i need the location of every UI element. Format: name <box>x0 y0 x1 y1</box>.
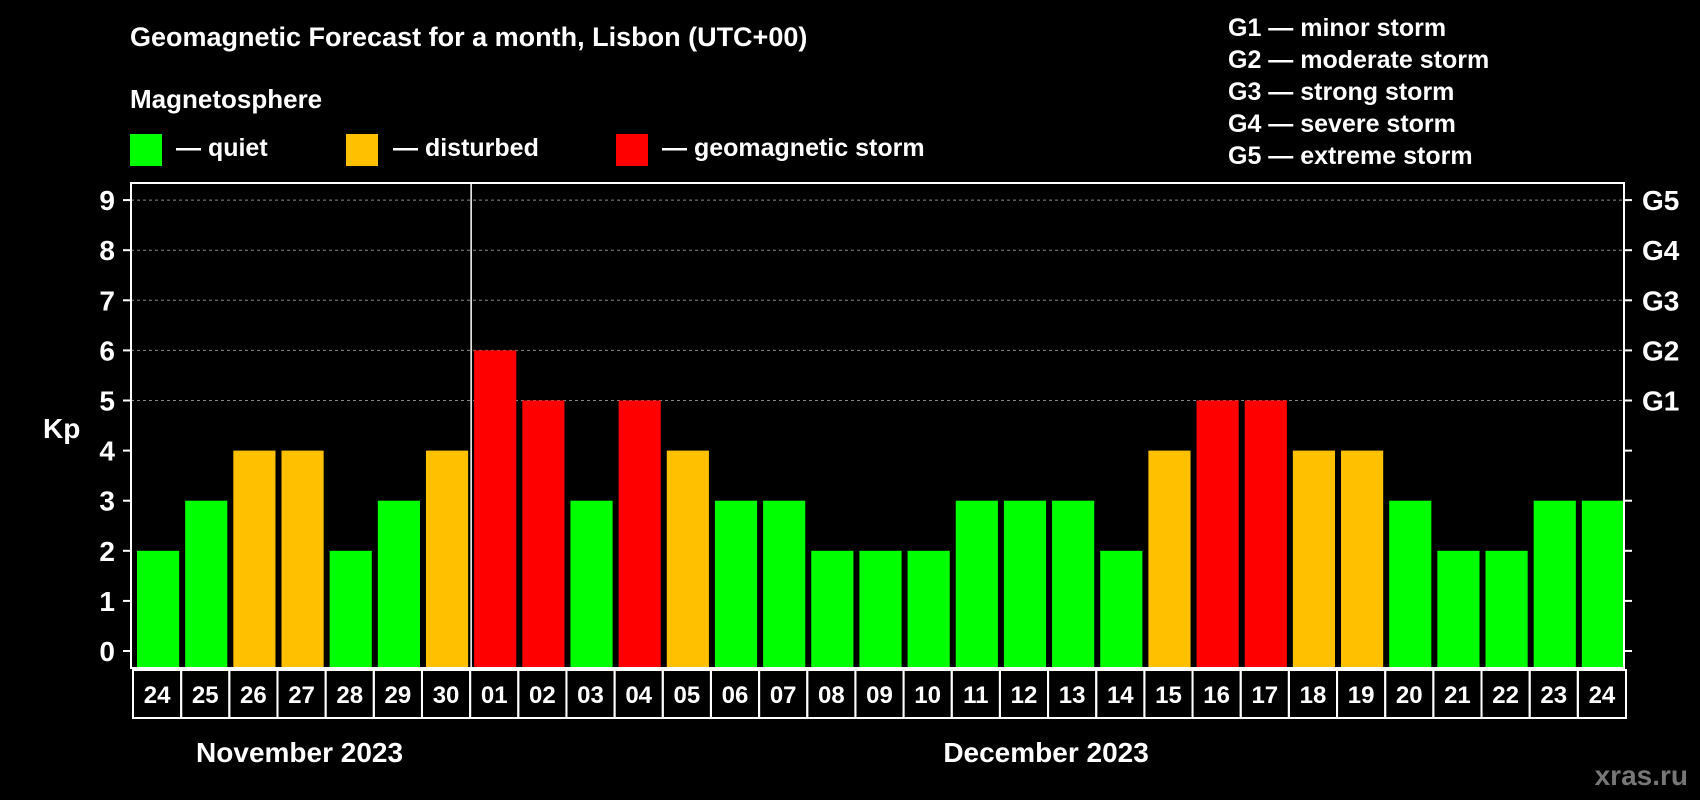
g-tick-label: G3 <box>1642 285 1679 316</box>
bar-24 <box>1292 450 1336 667</box>
bar-0 <box>137 550 180 667</box>
x-tick-label: 17 <box>1251 682 1278 709</box>
y-axis-label: Kp <box>43 413 80 444</box>
y-tick-label: 0 <box>99 636 115 667</box>
g-legend-g4: G4 — severe storm <box>1228 110 1456 138</box>
bar-18 <box>1003 500 1047 667</box>
bar-2 <box>233 450 276 667</box>
x-tick-label: 07 <box>770 682 797 709</box>
x-tick-label: 16 <box>1203 682 1230 709</box>
legend-quiet: — quiet <box>176 134 268 162</box>
y-tick-label: 6 <box>99 335 115 366</box>
x-tick-label: 19 <box>1348 682 1375 709</box>
g-tick-label: G5 <box>1642 185 1679 216</box>
bar-16 <box>907 550 950 667</box>
bar-15 <box>859 550 902 667</box>
bar-3 <box>281 450 324 667</box>
y-tick-label: 3 <box>99 486 115 517</box>
x-tick-label: 15 <box>1155 682 1182 709</box>
x-tick-label: 18 <box>1300 682 1327 709</box>
bar-14 <box>811 550 854 667</box>
watermark: xras.ru <box>1594 760 1688 791</box>
x-tick-label: 08 <box>818 682 845 709</box>
bar-6 <box>425 450 469 667</box>
x-tick-label: 26 <box>240 682 267 709</box>
y-tick-label: 8 <box>99 235 115 266</box>
x-tick-label: 03 <box>577 682 604 709</box>
x-label-box <box>1576 669 1628 719</box>
y-tick-label: 5 <box>99 386 115 417</box>
x-tick-label: 30 <box>433 682 460 709</box>
bar-22 <box>1196 400 1239 667</box>
x-tick-label: 09 <box>866 682 893 709</box>
bar-11 <box>666 450 709 667</box>
bar-7 <box>474 350 517 667</box>
y-tick-label: 9 <box>99 185 115 216</box>
x-tick-label: 25 <box>192 682 219 709</box>
bar-4 <box>329 550 372 667</box>
bar-26 <box>1389 500 1432 667</box>
month-label: November 2023 <box>196 737 403 768</box>
x-tick-label: 06 <box>722 682 749 709</box>
x-tick-label: 29 <box>385 682 412 709</box>
y-tick-label: 2 <box>99 536 115 567</box>
y-tick-label: 4 <box>99 436 115 467</box>
x-tick-label: 11 <box>963 682 988 709</box>
x-tick-label: 20 <box>1396 682 1423 709</box>
g-legend-g2: G2 — moderate storm <box>1228 46 1490 74</box>
x-tick-label: 04 <box>625 682 652 709</box>
bar-12 <box>714 500 758 667</box>
legend-swatch-disturbed <box>346 134 378 166</box>
bar-20 <box>1100 550 1143 667</box>
g-tick-label: G4 <box>1642 235 1680 266</box>
x-tick-label: 27 <box>288 682 315 709</box>
x-tick-label: 22 <box>1492 682 1519 709</box>
x-tick-label: 21 <box>1444 682 1471 709</box>
legend-storm: — geomagnetic storm <box>662 134 925 162</box>
legend-swatch-storm <box>616 134 648 166</box>
g-tick-label: G1 <box>1642 386 1679 417</box>
bar-8 <box>522 400 565 667</box>
x-tick-label: 24 <box>144 682 171 709</box>
x-tick-label: 10 <box>914 682 941 709</box>
bar-30 <box>1581 500 1624 667</box>
x-tick-label: 14 <box>1107 682 1134 709</box>
bar-10 <box>618 400 661 667</box>
x-tick-label: 01 <box>481 682 508 709</box>
x-tick-label: 24 <box>1589 682 1616 709</box>
x-tick-label: 05 <box>674 682 701 709</box>
bar-5 <box>377 500 420 667</box>
legend-heading: Magnetosphere <box>130 84 323 114</box>
x-tick-label: 12 <box>1011 682 1038 709</box>
y-tick-label: 1 <box>99 586 115 617</box>
bar-21 <box>1148 450 1191 667</box>
x-tick-label: 28 <box>336 682 363 709</box>
bar-23 <box>1244 400 1287 667</box>
chart-title: Geomagnetic Forecast for a month, Lisbon… <box>130 22 808 52</box>
g-legend-g5: G5 — extreme storm <box>1228 142 1473 170</box>
bar-28 <box>1485 550 1528 667</box>
bar-25 <box>1341 450 1384 667</box>
bar-27 <box>1437 550 1480 667</box>
bar-17 <box>955 500 998 667</box>
x-tick-label: 13 <box>1059 682 1086 709</box>
x-tick-label: 23 <box>1540 682 1567 709</box>
g-legend-g1: G1 — minor storm <box>1228 14 1447 42</box>
bar-9 <box>570 500 613 667</box>
plot-frame <box>130 182 1625 669</box>
legend-swatch-quiet <box>130 134 162 166</box>
y-tick-label: 7 <box>99 285 115 316</box>
x-tick-label: 02 <box>529 682 556 709</box>
bar-19 <box>1052 500 1095 667</box>
g-tick-label: G2 <box>1642 335 1679 366</box>
legend-disturbed: — disturbed <box>393 134 539 162</box>
bar-1 <box>185 500 228 667</box>
month-label: December 2023 <box>943 737 1148 768</box>
bar-13 <box>763 500 806 667</box>
g-legend-g3: G3 — strong storm <box>1228 78 1455 106</box>
bar-29 <box>1533 500 1576 667</box>
